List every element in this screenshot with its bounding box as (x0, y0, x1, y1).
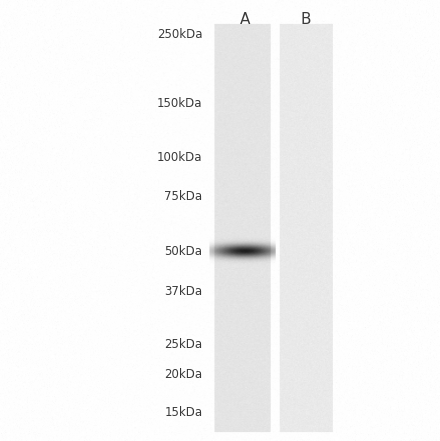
Text: 50kDa: 50kDa (165, 244, 202, 258)
Text: 15kDa: 15kDa (164, 407, 202, 419)
Text: A: A (240, 12, 251, 27)
Text: 25kDa: 25kDa (164, 338, 202, 351)
Text: 37kDa: 37kDa (164, 285, 202, 298)
Text: B: B (301, 12, 311, 27)
Text: 100kDa: 100kDa (157, 151, 202, 164)
Text: 75kDa: 75kDa (164, 190, 202, 203)
Text: 250kDa: 250kDa (157, 28, 202, 41)
Text: 150kDa: 150kDa (157, 97, 202, 110)
Text: 20kDa: 20kDa (164, 368, 202, 381)
